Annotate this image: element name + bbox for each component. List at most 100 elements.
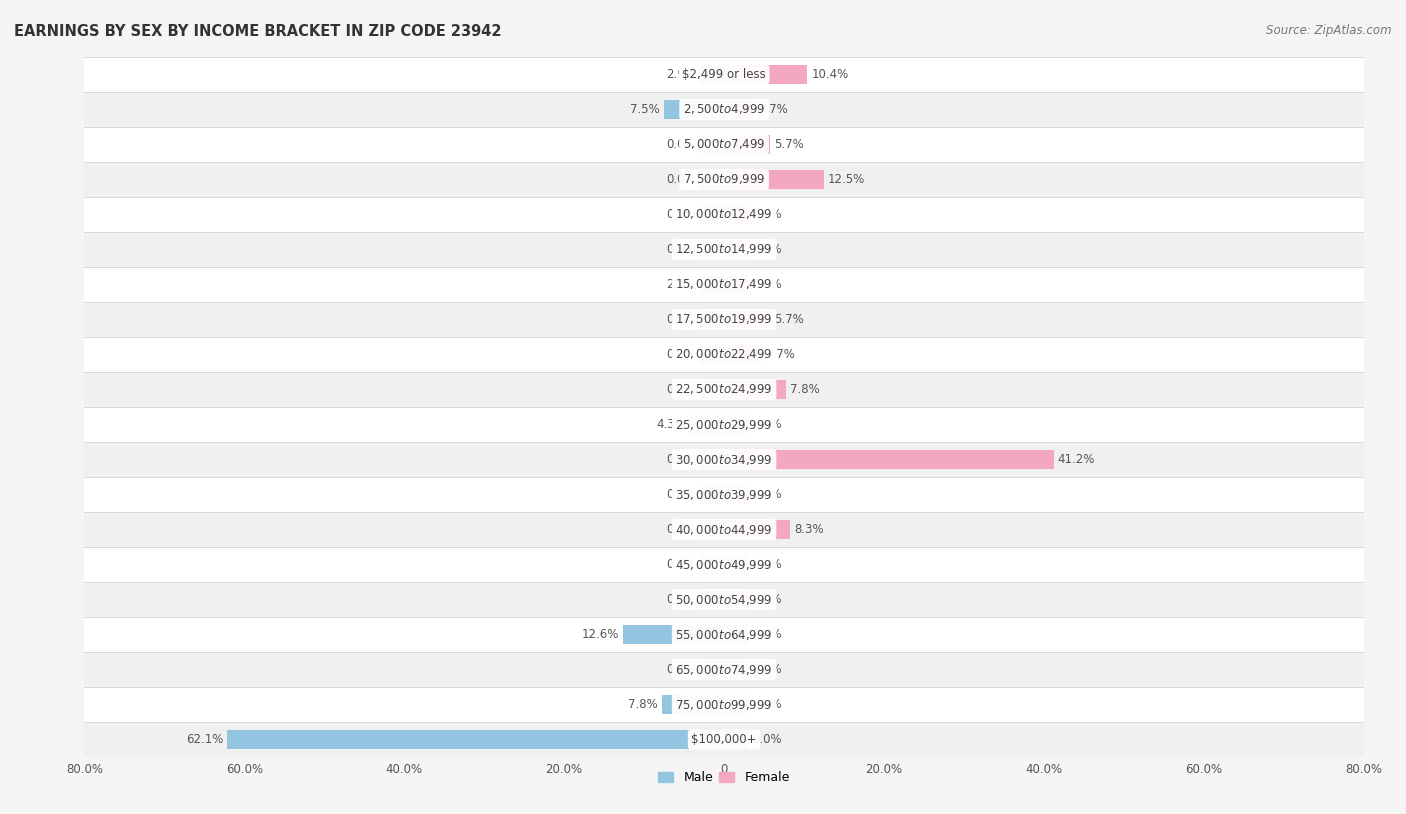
Bar	[84, 652, 1364, 687]
Bar	[700, 380, 724, 399]
Text: 5.7%: 5.7%	[773, 313, 803, 326]
Bar	[700, 65, 724, 84]
Bar	[724, 590, 748, 609]
Bar	[724, 415, 748, 434]
Bar	[700, 660, 724, 679]
Bar	[84, 372, 1364, 407]
Bar	[700, 205, 724, 224]
Text: $25,000 to $29,999: $25,000 to $29,999	[675, 418, 773, 431]
Text: $22,500 to $24,999: $22,500 to $24,999	[675, 383, 773, 396]
Text: 0.0%: 0.0%	[752, 663, 782, 676]
Bar	[700, 450, 724, 469]
Bar	[84, 57, 1364, 92]
Bar	[662, 695, 724, 714]
Text: 0.0%: 0.0%	[752, 593, 782, 606]
Text: 7.8%: 7.8%	[790, 383, 820, 396]
Bar	[724, 695, 748, 714]
Bar	[700, 275, 724, 294]
Bar	[724, 65, 807, 84]
Text: $75,000 to $99,999: $75,000 to $99,999	[675, 698, 773, 711]
Bar	[724, 730, 748, 749]
Text: 62.1%: 62.1%	[186, 733, 224, 746]
Bar	[700, 240, 724, 259]
Bar	[84, 407, 1364, 442]
Bar	[84, 267, 1364, 302]
Text: $45,000 to $49,999: $45,000 to $49,999	[675, 558, 773, 571]
Text: 0.0%: 0.0%	[752, 698, 782, 711]
Bar	[84, 722, 1364, 757]
Text: 7.8%: 7.8%	[628, 698, 658, 711]
Bar	[84, 337, 1364, 372]
Bar	[84, 547, 1364, 582]
Bar	[700, 555, 724, 574]
Text: $20,000 to $22,499: $20,000 to $22,499	[675, 348, 773, 361]
Text: 12.6%: 12.6%	[582, 628, 619, 641]
Text: 0.0%: 0.0%	[752, 418, 782, 431]
Bar	[724, 660, 748, 679]
Bar	[724, 205, 748, 224]
Bar	[724, 170, 824, 189]
Text: 0.0%: 0.0%	[752, 558, 782, 571]
Text: $35,000 to $39,999: $35,000 to $39,999	[675, 488, 773, 501]
Text: $30,000 to $34,999: $30,000 to $34,999	[675, 453, 773, 466]
Bar	[724, 520, 790, 539]
Text: 0.0%: 0.0%	[752, 278, 782, 291]
Bar	[700, 310, 724, 329]
Bar	[700, 590, 724, 609]
Bar	[84, 127, 1364, 162]
Text: 0.0%: 0.0%	[666, 663, 696, 676]
Text: 8.3%: 8.3%	[794, 523, 824, 536]
Bar	[84, 92, 1364, 127]
Text: 0.0%: 0.0%	[752, 628, 782, 641]
Text: 0.0%: 0.0%	[752, 733, 782, 746]
Bar	[690, 415, 724, 434]
Text: 0.0%: 0.0%	[666, 173, 696, 186]
Bar	[84, 162, 1364, 197]
Bar	[84, 302, 1364, 337]
Text: $2,499 or less: $2,499 or less	[682, 68, 766, 81]
Bar	[724, 100, 754, 119]
Text: $17,500 to $19,999: $17,500 to $19,999	[675, 313, 773, 326]
Text: 0.0%: 0.0%	[666, 348, 696, 361]
Text: 4.3%: 4.3%	[657, 418, 686, 431]
Text: 41.2%: 41.2%	[1057, 453, 1095, 466]
Text: 2.9%: 2.9%	[666, 278, 696, 291]
Bar	[724, 485, 748, 504]
Bar	[84, 232, 1364, 267]
Text: 0.0%: 0.0%	[666, 208, 696, 221]
Text: 10.4%: 10.4%	[811, 68, 848, 81]
Text: $12,500 to $14,999: $12,500 to $14,999	[675, 243, 773, 256]
Text: 0.0%: 0.0%	[666, 383, 696, 396]
Text: $7,500 to $9,999: $7,500 to $9,999	[683, 173, 765, 186]
Bar	[724, 275, 748, 294]
Text: 0.0%: 0.0%	[752, 243, 782, 256]
Text: $100,000+: $100,000+	[692, 733, 756, 746]
Bar	[724, 135, 769, 154]
Text: 4.7%: 4.7%	[766, 348, 796, 361]
Bar	[664, 100, 724, 119]
Text: 0.0%: 0.0%	[666, 453, 696, 466]
Text: 7.5%: 7.5%	[630, 103, 661, 116]
Bar	[84, 512, 1364, 547]
Text: EARNINGS BY SEX BY INCOME BRACKET IN ZIP CODE 23942: EARNINGS BY SEX BY INCOME BRACKET IN ZIP…	[14, 24, 502, 39]
Text: Source: ZipAtlas.com: Source: ZipAtlas.com	[1267, 24, 1392, 37]
Bar	[84, 617, 1364, 652]
Text: $10,000 to $12,499: $10,000 to $12,499	[675, 208, 773, 221]
Text: 5.7%: 5.7%	[773, 138, 803, 151]
Text: $55,000 to $64,999: $55,000 to $64,999	[675, 628, 773, 641]
Text: $15,000 to $17,499: $15,000 to $17,499	[675, 278, 773, 291]
Text: $2,500 to $4,999: $2,500 to $4,999	[683, 103, 765, 116]
Text: 0.0%: 0.0%	[666, 313, 696, 326]
Text: 0.0%: 0.0%	[666, 558, 696, 571]
Bar	[724, 380, 786, 399]
Text: $40,000 to $44,999: $40,000 to $44,999	[675, 523, 773, 536]
Text: 12.5%: 12.5%	[828, 173, 865, 186]
Bar	[700, 345, 724, 364]
Legend: Male, Female: Male, Female	[654, 766, 794, 790]
Text: $65,000 to $74,999: $65,000 to $74,999	[675, 663, 773, 676]
Bar	[724, 450, 1053, 469]
Bar	[724, 625, 748, 644]
Bar	[228, 730, 724, 749]
Bar	[700, 135, 724, 154]
Text: 0.0%: 0.0%	[666, 593, 696, 606]
